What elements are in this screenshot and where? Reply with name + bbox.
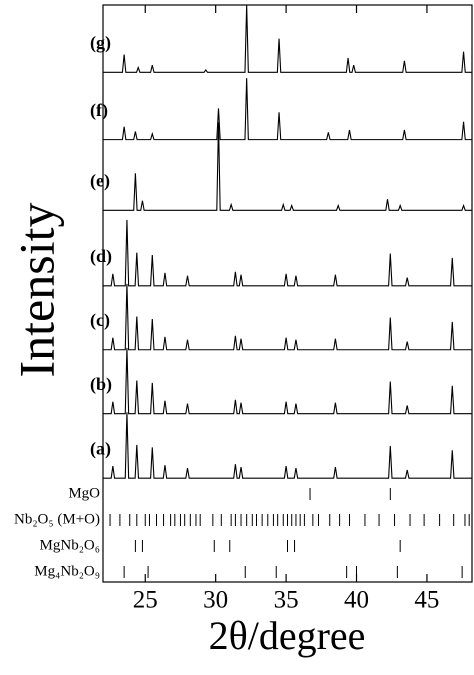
x-tick-label: 35 [274,587,299,614]
pattern-label: (d) [90,246,112,267]
pattern-line [103,283,472,351]
pattern-label: (a) [90,438,111,459]
plot-frame [102,4,473,583]
pattern-line [103,412,472,479]
pattern-label: (e) [90,170,110,191]
pattern-label: (c) [90,310,110,331]
x-tick-label: 45 [414,587,439,614]
pattern-label: (f) [90,100,108,121]
x-axis-title: 2θ/degree [209,613,366,658]
pattern-line [103,347,472,415]
pattern-line [103,4,472,73]
reference-label: Mg₄Nb₂O₉ [34,563,100,579]
reference-label: MgO [68,485,100,501]
reference-label: MgNb₂O₆ [40,537,100,553]
pattern-line [103,78,472,141]
y-axis-title: Intensity [8,203,64,378]
pattern-label: (g) [90,32,111,53]
pattern-label: (b) [90,374,112,395]
x-tick-label: 40 [344,587,369,614]
pattern-line [103,122,472,211]
pattern-line [103,219,472,287]
x-tick-label: 30 [203,587,228,614]
x-tick-label: 25 [133,587,158,614]
reference-label: Nb₂O₅ (M+O) [14,511,100,527]
